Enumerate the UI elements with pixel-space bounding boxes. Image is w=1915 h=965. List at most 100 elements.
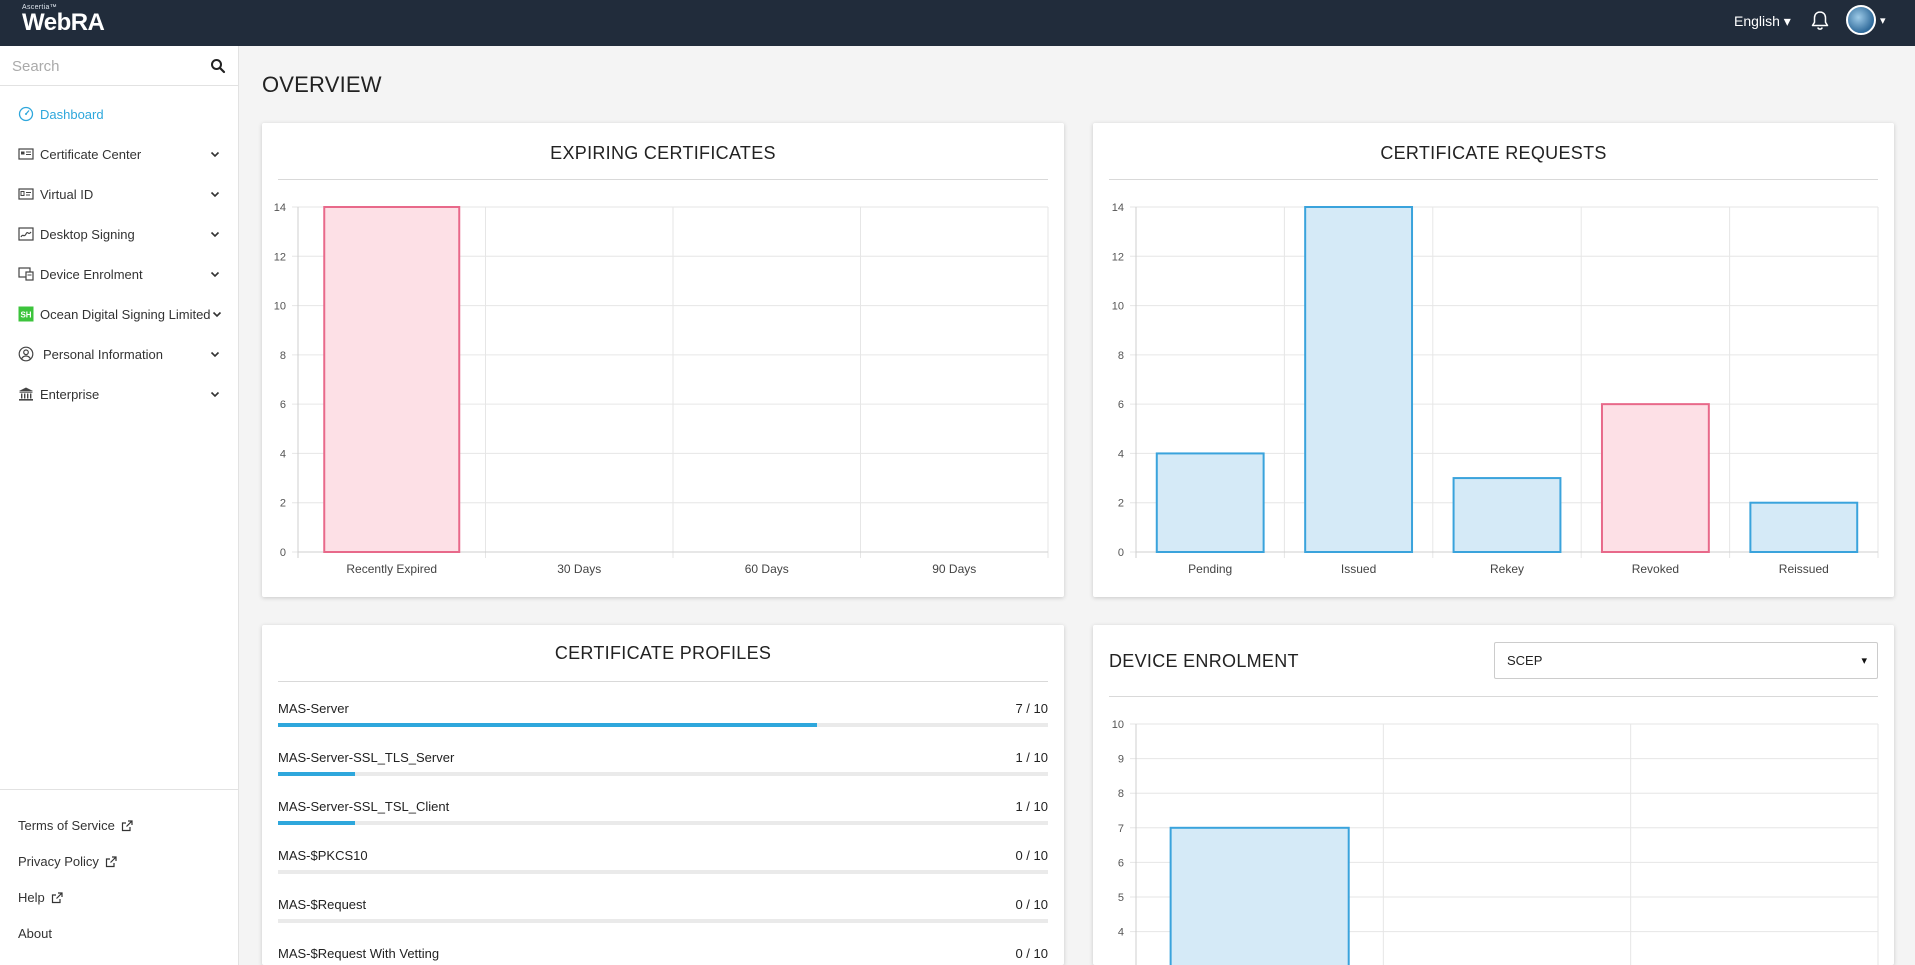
- terms-of-service-label: Terms of Service: [18, 818, 115, 833]
- avatar[interactable]: [1846, 5, 1876, 35]
- y-tick-label: 12: [1112, 251, 1124, 263]
- profile-progress-track: [278, 821, 1048, 825]
- device-enrolment-chart: 4 5 6 7 8 9 10: [1112, 719, 1879, 965]
- certificate-profiles-title: CERTIFICATE PROFILES: [554, 643, 772, 663]
- y-tick-label: 2: [1118, 498, 1124, 510]
- search-input[interactable]: [12, 54, 202, 78]
- profile-count: 1 / 10: [1015, 799, 1048, 814]
- y-tick-label: 4: [1118, 448, 1124, 460]
- sidebar-item-virtual-id[interactable]: Virtual ID: [0, 174, 238, 214]
- privacy-policy-label: Privacy Policy: [18, 854, 99, 869]
- sidebar-search: [0, 46, 238, 86]
- search-icon[interactable]: [210, 58, 226, 74]
- profile-name: MAS-$Request: [278, 897, 367, 912]
- profile-name: MAS-Server-SSL_TLS_Server: [278, 750, 455, 765]
- x-tick-label: Recently Expired: [346, 562, 437, 576]
- sidebar-item-desktop-signing[interactable]: Desktop Signing: [0, 214, 238, 254]
- chevron-down-icon: [210, 231, 220, 238]
- device-enrolment-title: DEVICE ENROLMENT: [1109, 651, 1299, 671]
- expiring-certificates-title: EXPIRING CERTIFICATES: [550, 143, 776, 163]
- terms-of-service-link[interactable]: Terms of Service: [18, 818, 133, 833]
- bar: [1155, 452, 1265, 553]
- y-tick-label: 0: [280, 547, 286, 559]
- help-label: Help: [18, 890, 45, 905]
- profile-row[interactable]: MAS-$PKCS10 0 / 10: [278, 848, 1048, 876]
- device-enrolment-card: DEVICE ENROLMENT 4 5 6 7 8 9 10: [1093, 625, 1894, 965]
- sidebar-item-label: Certificate Center: [40, 146, 142, 162]
- y-tick-label: 12: [274, 251, 286, 263]
- profile-count: 0 / 10: [1015, 946, 1048, 961]
- chevron-down-icon: [210, 271, 220, 278]
- privacy-policy-link[interactable]: Privacy Policy: [18, 854, 117, 869]
- x-tick-label: 60 Days: [745, 562, 789, 576]
- profile-row[interactable]: MAS-$Request With Vetting 0 / 10: [278, 946, 1048, 965]
- protocol-select[interactable]: SCEP ▾: [1494, 642, 1878, 679]
- y-tick-label: 6: [280, 399, 286, 411]
- page-title: OVERVIEW: [262, 72, 382, 97]
- sidebar-item-label: Enterprise: [40, 386, 100, 402]
- sidebar: Dashboard Certificate Center Virtual ID …: [0, 46, 239, 965]
- sidebar-item-device-enrolment[interactable]: Device Enrolment: [0, 254, 238, 294]
- y-tick-label: 9: [1118, 754, 1124, 766]
- expiring-certificates-card: EXPIRING CERTIFICATES 0 2 4 6 8 10 12 14 Recentl…: [262, 123, 1064, 597]
- y-tick-label: 10: [1112, 301, 1124, 313]
- sidebar-item-enterprise[interactable]: Enterprise: [0, 374, 238, 414]
- sidebar-item-label: Virtual ID: [40, 186, 94, 202]
- x-tick-label: Issued: [1341, 562, 1376, 576]
- brand-name: WebRA: [22, 9, 105, 36]
- sidebar-item-ocean-digital-signing[interactable]: SH Ocean Digital Signing Limited: [0, 294, 238, 334]
- about-link[interactable]: About: [18, 926, 52, 941]
- certificate-requests-chart: 0 2 4 6 8 10 12 14 Pending Issued Rekey Revoked Reis…: [1112, 202, 1879, 576]
- id-card-icon: [18, 188, 34, 200]
- sidebar-item-label: Desktop Signing: [40, 226, 135, 242]
- x-tick-label: 30 Days: [557, 562, 601, 576]
- sidebar-item-certificate-center[interactable]: Certificate Center: [0, 134, 238, 174]
- sidebar-item-label: Ocean Digital Signing Limited: [40, 306, 211, 322]
- desktop-signing-icon: [18, 227, 34, 241]
- profile-count: 0 / 10: [1015, 848, 1048, 863]
- bar: [323, 206, 461, 553]
- device-icon: [18, 267, 34, 281]
- bar: [1600, 403, 1710, 553]
- bar: [1749, 501, 1859, 554]
- profile-name: MAS-$Request With Vetting: [278, 946, 440, 961]
- y-tick-label: 5: [1118, 892, 1124, 904]
- y-tick-label: 7: [1118, 823, 1124, 835]
- avatar-caret-icon[interactable]: ▾: [1880, 15, 1886, 27]
- top-bar: Ascertia™ WebRA English ▾ ▾: [0, 0, 1915, 46]
- sh-badge-icon: SH: [18, 306, 34, 322]
- external-link-icon: [51, 891, 63, 903]
- sidebar-item-label: Device Enrolment: [40, 266, 143, 282]
- x-tick-label: Reissued: [1779, 562, 1829, 576]
- sidebar-item-dashboard[interactable]: Dashboard: [0, 94, 238, 134]
- help-link[interactable]: Help: [18, 890, 63, 905]
- y-tick-label: 0: [1118, 547, 1124, 559]
- profile-count: 7 / 10: [1015, 701, 1048, 716]
- sidebar-item-personal-information[interactable]: Personal Information: [0, 334, 238, 374]
- profile-row[interactable]: MAS-Server 7 / 10: [278, 701, 1048, 729]
- brand-logo[interactable]: Ascertia™ WebRA: [22, 4, 105, 37]
- sidebar-footer: Terms of Service Privacy Policy Help Abo…: [0, 789, 238, 941]
- y-tick-label: 4: [1118, 927, 1124, 939]
- external-link-icon: [121, 819, 133, 831]
- bell-icon[interactable]: [1808, 9, 1832, 33]
- sh-badge-text: SH: [20, 311, 31, 320]
- language-selector[interactable]: English ▾: [1734, 13, 1791, 29]
- user-circle-icon: [18, 346, 34, 362]
- profile-progress-fill: [278, 772, 355, 776]
- y-tick-label: 8: [280, 350, 286, 362]
- profile-progress-fill: [278, 723, 817, 727]
- bank-icon: [19, 387, 33, 401]
- card-divider: [1109, 179, 1878, 180]
- profile-row[interactable]: MAS-Server-SSL_TLS_Server 1 / 10: [278, 750, 1048, 778]
- y-tick-label: 10: [274, 301, 286, 313]
- x-tick-label: 90 Days: [932, 562, 976, 576]
- certificate-requests-card: CERTIFICATE REQUESTS 0 2 4 6 8 10 12 14 Pending I…: [1093, 123, 1894, 597]
- profile-progress-track: [278, 870, 1048, 874]
- chevron-down-icon: [212, 311, 222, 318]
- profile-row[interactable]: MAS-Server-SSL_TSL_Client 1 / 10: [278, 799, 1048, 827]
- profile-name: MAS-Server: [278, 701, 349, 716]
- profile-row[interactable]: MAS-$Request 0 / 10: [278, 897, 1048, 925]
- dashboard-icon: [18, 106, 34, 122]
- certificate-requests-title: CERTIFICATE REQUESTS: [1380, 143, 1607, 163]
